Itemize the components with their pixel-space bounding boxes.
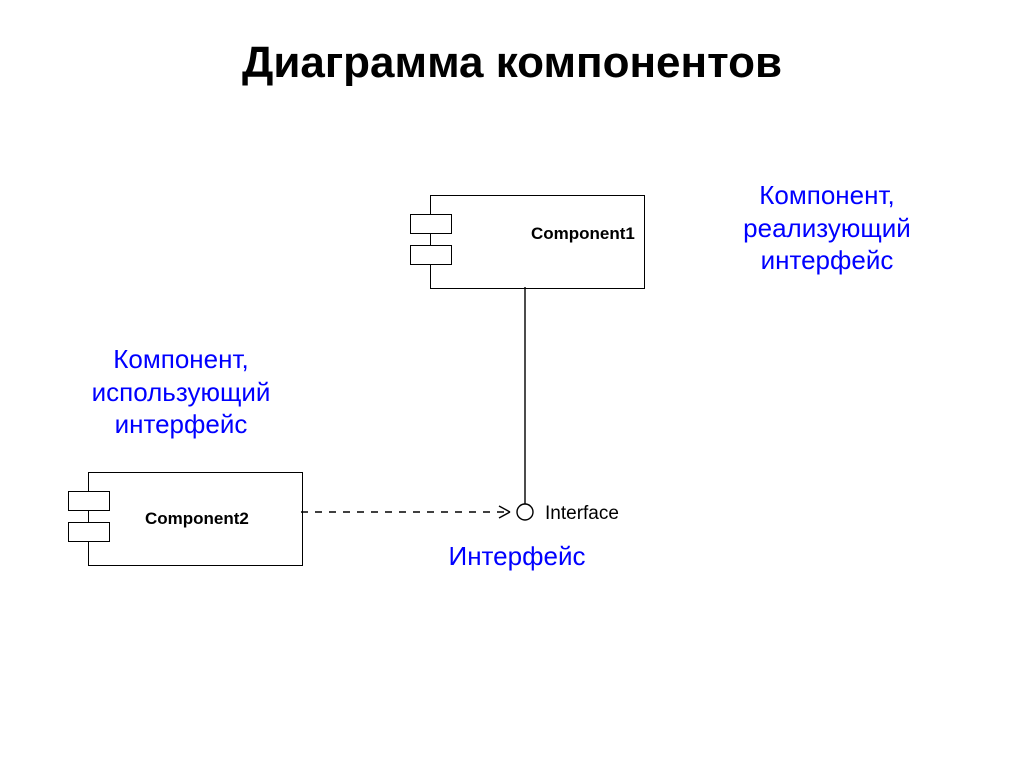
annotation-providing-interface: Компонент, реализующий интерфейс bbox=[717, 179, 937, 277]
component-1-tab-icon bbox=[410, 214, 452, 234]
component-1-tab-icon bbox=[410, 245, 452, 265]
component-2-tab-icon bbox=[68, 522, 110, 542]
component-2: Component2 bbox=[88, 472, 303, 566]
component-1: Component1 bbox=[430, 195, 645, 289]
component-1-label: Component1 bbox=[531, 224, 635, 244]
annotation-interface-ru: Интерфейс bbox=[437, 540, 597, 573]
interface-label: Interface bbox=[545, 503, 619, 525]
diagram-canvas: Диаграмма компонентов Компонент, реализу… bbox=[0, 0, 1024, 767]
page-title: Диаграмма компонентов bbox=[0, 38, 1024, 88]
component-2-label: Component2 bbox=[145, 509, 249, 529]
annotation-using-interface: Компонент, использующий интерфейс bbox=[61, 343, 301, 441]
component-2-tab-icon bbox=[68, 491, 110, 511]
